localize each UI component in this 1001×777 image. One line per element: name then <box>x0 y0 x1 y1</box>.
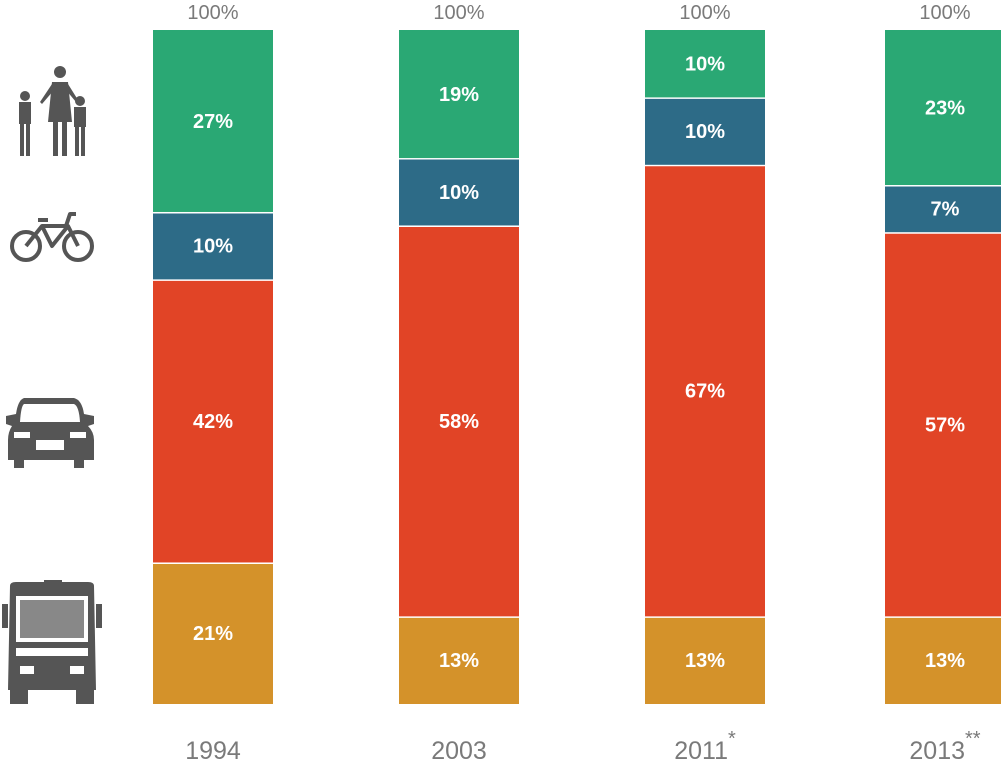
footnote-marker: * <box>728 728 736 750</box>
bar-segment-2013-bicycle <box>885 185 1001 233</box>
segment-value-label: 67% <box>685 381 725 403</box>
total-label: 100% <box>187 2 238 24</box>
bicycle-icon <box>10 212 94 262</box>
bar-segment-2011-pedestrians <box>645 30 765 98</box>
segment-value-label: 21% <box>193 623 233 645</box>
segment-value-label: 13% <box>685 650 725 672</box>
segment-value-label: 42% <box>193 411 233 433</box>
segment-value-label: 23% <box>925 98 965 120</box>
bar-segment-2013-bus <box>885 616 1001 704</box>
car-icon <box>6 398 94 468</box>
bar-segment-2003-pedestrians <box>399 30 519 159</box>
bar-segment-1994-bus <box>153 562 273 704</box>
footnote-marker: ** <box>965 728 981 750</box>
bar-segment-2011-car <box>645 164 765 617</box>
bar-segment-2011-bus <box>645 616 765 704</box>
bar-segment-2011-bicycle <box>645 97 765 165</box>
total-label: 100% <box>433 2 484 24</box>
bars <box>153 30 1001 704</box>
segment-value-label: 13% <box>439 650 479 672</box>
total-label: 100% <box>919 2 970 24</box>
bar-segment-2013-pedestrians <box>885 30 1001 186</box>
bar-segment-2013-car <box>885 232 1001 617</box>
segment-value-label: 19% <box>439 84 479 106</box>
bar-segment-2003-bus <box>399 616 519 704</box>
bus-icon <box>2 580 102 704</box>
pedestrians-icon <box>19 66 86 156</box>
segment-value-label: 27% <box>193 111 233 133</box>
category-label: 2011* <box>674 728 736 765</box>
bar-segment-1994-car <box>153 279 273 563</box>
bar-segment-2003-car <box>399 225 519 617</box>
segment-value-label: 13% <box>925 650 965 672</box>
labels: 21% 42% 10% 27% 100% 1994 13% 58% 10% 19% 100% 2003… <box>185 2 981 765</box>
bar-segment-1994-pedestrians <box>153 30 273 212</box>
segment-value-label: 10% <box>439 182 479 204</box>
segment-value-label: 10% <box>685 121 725 143</box>
legend-icons <box>2 66 102 704</box>
segment-value-label: 58% <box>439 411 479 433</box>
segment-value-label: 10% <box>193 236 233 258</box>
category-label: 2003 <box>431 737 487 765</box>
segment-value-label: 7% <box>931 199 960 221</box>
segment-value-label: 57% <box>925 414 965 436</box>
bar-segment-1994-bicycle <box>153 211 273 280</box>
bar-segment-2003-bicycle <box>399 158 519 226</box>
category-label: 2013** <box>909 728 980 765</box>
segment-value-label: 10% <box>685 54 725 76</box>
total-label: 100% <box>679 2 730 24</box>
category-label: 1994 <box>185 737 241 765</box>
